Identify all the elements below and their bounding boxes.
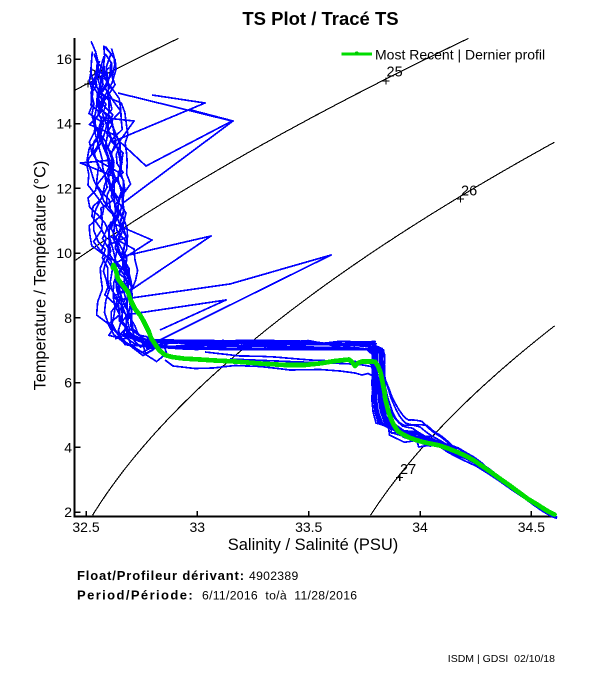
svg-text:14: 14 (56, 116, 72, 132)
svg-text:8: 8 (64, 310, 72, 326)
svg-text:26: 26 (461, 184, 477, 200)
svg-text:10: 10 (56, 245, 72, 261)
svg-text:4: 4 (64, 439, 72, 455)
svg-text:2: 2 (64, 504, 72, 520)
svg-text:33.5: 33.5 (295, 519, 322, 535)
svg-text:34: 34 (412, 519, 428, 535)
svg-text:25: 25 (387, 65, 403, 81)
svg-text:16: 16 (56, 51, 72, 67)
svg-text:12: 12 (56, 180, 72, 196)
svg-text:32.5: 32.5 (72, 519, 99, 535)
svg-text:Salinity / Salinité (PSU): Salinity / Salinité (PSU) (228, 536, 399, 554)
svg-text:TS Plot / Tracé TS: TS Plot / Tracé TS (242, 8, 398, 29)
svg-text:Temperature / Température (°C): Temperature / Température (°C) (32, 161, 50, 391)
svg-text:27: 27 (400, 462, 416, 478)
svg-text:Period/Période:: Period/Période: (77, 588, 194, 603)
svg-text:33: 33 (190, 519, 206, 535)
svg-text:4902389: 4902389 (249, 569, 299, 583)
svg-text:ISDM | GDSI 02/10/18: ISDM | GDSI 02/10/18 (448, 653, 555, 665)
svg-text:Float/Profileur dérivant:: Float/Profileur dérivant: (77, 568, 245, 583)
svg-text:Most Recent | Dernier profil: Most Recent | Dernier profil (375, 47, 545, 63)
svg-text:6: 6 (64, 375, 72, 391)
svg-text:34.5: 34.5 (518, 519, 545, 535)
svg-text:6/11/2016 to/à 11/28/2016: 6/11/2016 to/à 11/28/2016 (202, 589, 357, 603)
